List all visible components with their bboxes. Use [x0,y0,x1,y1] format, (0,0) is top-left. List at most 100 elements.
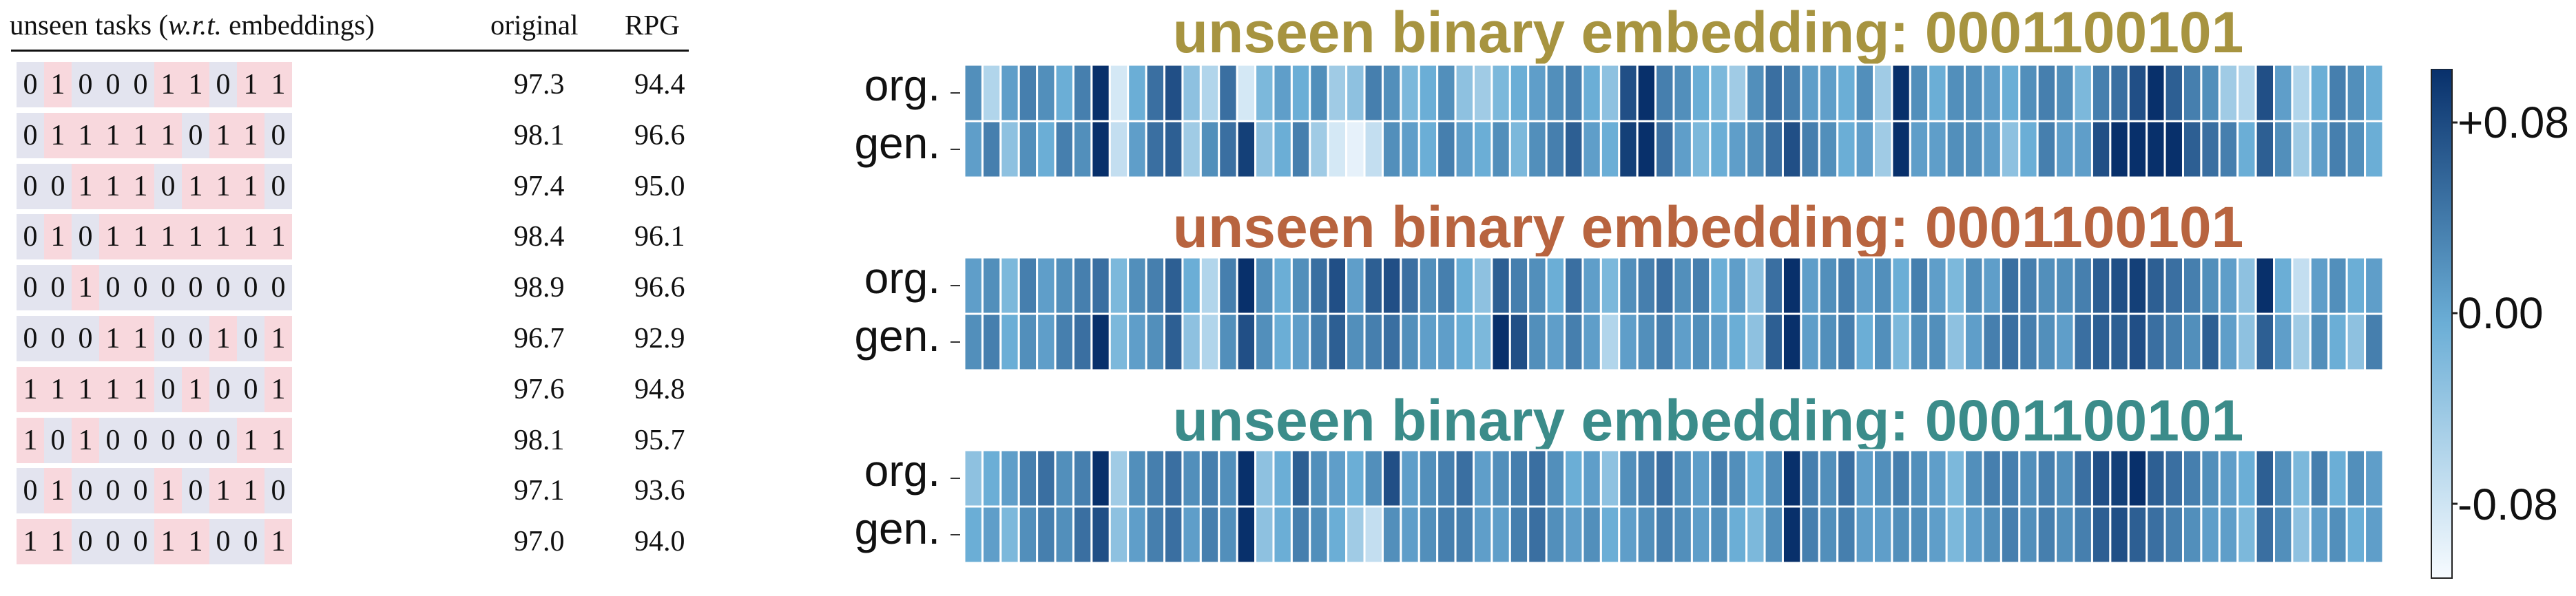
bit-cell: 0 [237,316,264,361]
heatmap-cell-gen [1945,120,1966,179]
bit-cell: 0 [264,112,292,158]
bit-cell: 0 [17,265,44,311]
heatmap-cell-gen [2236,312,2257,372]
heatmap-cell-org [999,256,1020,315]
heatmap-cell-org [1781,63,1803,123]
heatmap-3 [951,449,2385,564]
heatmap-cell-org [2273,63,2294,123]
heatmap-cell-org [1017,63,1039,123]
heatmap-cell-org [1181,449,1202,508]
heatmap-cell-org [1254,449,1275,508]
original-accuracy: 97.0 [514,526,565,558]
heatmap-cell-org [1636,256,1657,315]
heatmap-cell-org [1763,449,1784,508]
heatmap-cell-gen [1017,120,1039,179]
heatmap-cell-org [1072,449,1093,508]
heatmap-cell-org [1272,449,1293,508]
heatmap-cell-org [1527,449,1548,508]
heatmap-cell-org [2055,449,2075,508]
heatmap-cell-gen [1363,505,1384,564]
heatmap-cell-gen [1999,120,2021,179]
bit-cell: 1 [72,265,99,311]
heatmap-cell-gen [1964,505,1984,564]
heatmap-cell-org [2109,63,2130,123]
heatmap-cell-org [1545,449,1566,508]
heatmap-cell-org [2218,63,2239,123]
heatmap-cell-gen [1345,505,1366,564]
heatmap-cell-org [1508,256,1530,315]
heatmap-cell-org [999,63,1020,123]
heatmap-cell-gen [963,312,984,372]
heatmap-cell-org [2254,256,2276,315]
heatmap-cell-gen [1909,312,1930,372]
heatmap-cell-org [1017,256,1039,315]
heatmap-cell-org [2273,449,2294,508]
heatmap-cell-org [2200,449,2221,508]
heatmap-cell-gen [2291,505,2312,564]
heatmap-cell-gen [1036,505,1057,564]
heatmap-cell-org [1527,63,1548,123]
heatmap-cell-org [1218,63,1238,123]
bit-cell: 1 [209,163,237,209]
bit-cell: 0 [237,519,264,565]
heatmap-cell-org [1999,63,2021,123]
heatmap-cell-gen [2200,505,2221,564]
original-accuracy: 96.7 [514,323,565,354]
heatmap-cell-gen [1873,505,1893,564]
heatmap-cell-gen [1218,120,1238,179]
heatmap-cell-org [1818,256,1839,315]
heatmap-cell-gen [2109,312,2130,372]
heatmap-cell-org [1527,256,1548,315]
heatmap-cell-gen [1800,120,1820,179]
heatmap-cell-org [1709,63,1730,123]
bit-cell: 1 [182,163,209,209]
heatmap-cell-org [2055,256,2075,315]
heatmap-cell-gen [1017,505,1039,564]
heatmap-cell-org [1327,449,1348,508]
rpg-accuracy: 94.8 [634,373,685,405]
colorbar [2431,69,2458,579]
original-accuracy: 98.4 [514,221,565,253]
bit-cell: 0 [264,468,292,514]
bit-cell: 0 [99,62,127,107]
heatmap-cell-gen [1345,120,1366,179]
rpg-accuracy: 95.7 [634,424,685,456]
heatmap-cell-org [1873,63,1893,123]
heatmap-cell-gen [1727,120,1748,179]
bit-cell: 0 [237,366,264,412]
bit-cell: 0 [17,468,44,514]
heatmap-cell-org [2163,256,2184,315]
bit-cell: 1 [264,366,292,412]
heatmap-3-row-label-org: org. [864,446,940,496]
heatmap-cell-org [1417,63,1439,123]
heatmap-cell-gen [1763,120,1784,179]
heatmap-cell-gen [1108,312,1130,372]
heatmap-cell-gen [1999,312,2021,372]
heatmap-cell-gen [1054,505,1074,564]
heatmap-cell-org [1672,63,1693,123]
bit-cell: 1 [127,214,154,260]
bit-cell: 0 [209,62,237,107]
heatmap-cell-org [1072,63,1093,123]
heatmap-cell-gen [1818,120,1839,179]
bit-cell: 1 [99,214,127,260]
header-unseen-tasks: unseen tasks (w.r.t. embeddings) [10,6,375,44]
bit-cell: 1 [44,366,72,412]
bit-cell: 1 [264,214,292,260]
heatmap-cell-gen [1836,312,1857,372]
heatmap-cell-gen [1181,312,1202,372]
heatmap-cell-org [1145,256,1166,315]
bit-cell: 0 [127,62,154,107]
bit-cell: 1 [154,214,182,260]
heatmap-cell-org [1690,63,1712,123]
heatmap-cell-gen [1618,312,1639,372]
rpg-accuracy: 94.0 [634,526,685,558]
heatmap-cell-org [1745,449,1766,508]
heatmap-cell-org [2018,63,2039,123]
heatmap-cell-gen [1745,312,1766,372]
heatmap-cell-org [1927,256,1948,315]
heatmap-cell-org [1618,63,1639,123]
heatmap-cell-org [1982,63,2002,123]
heatmap-cell-gen [1290,312,1311,372]
heatmap-cell-org [2273,256,2294,315]
